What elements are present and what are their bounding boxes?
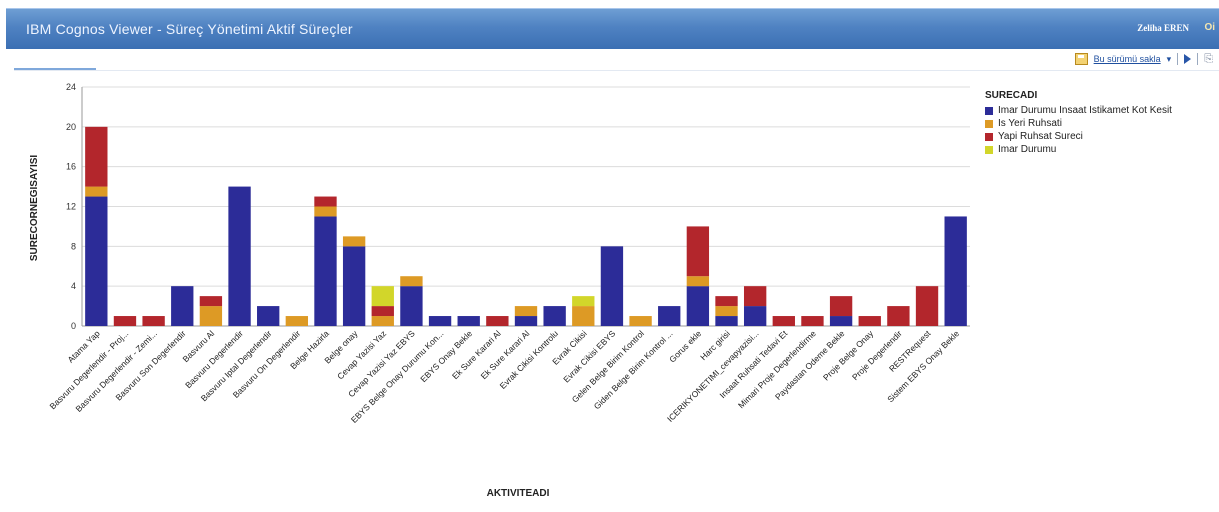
legend-item: Imar Durumu xyxy=(985,143,1172,156)
bar-segment[interactable] xyxy=(142,316,165,326)
legend-swatch xyxy=(985,119,993,128)
bar-segment[interactable] xyxy=(314,216,337,326)
grid-lines xyxy=(82,86,970,327)
bar-segment[interactable] xyxy=(743,286,767,307)
bar-segment[interactable] xyxy=(85,186,108,197)
viewer-toolbar: Bu sürümü sakla ▾ ⎘ xyxy=(1074,51,1213,67)
legend-swatch xyxy=(985,106,993,115)
bar-segment[interactable] xyxy=(371,316,394,326)
bar-segment[interactable] xyxy=(686,286,710,326)
bar-segment[interactable] xyxy=(887,306,910,326)
bar-segment[interactable] xyxy=(113,316,137,326)
legend-label: Yapi Ruhsat Sureci xyxy=(998,131,1083,142)
x-axis-label: AKTIVITEADI xyxy=(487,488,550,499)
toolbar-divider-2 xyxy=(1197,53,1199,65)
y-tick-label: 20 xyxy=(66,122,76,132)
bar-segment[interactable] xyxy=(228,186,251,326)
bar-segment[interactable] xyxy=(257,306,280,326)
legend-item: Imar Durumu Insaat Istikamet Kot Kesit xyxy=(985,104,1172,117)
bar-segment[interactable] xyxy=(715,316,738,326)
attach-icon[interactable]: ⎘ xyxy=(1204,52,1213,65)
save-dropdown-arrow-icon[interactable]: ▾ xyxy=(1166,53,1172,64)
window-title: IBM Cognos Viewer - Süreç Yönetimi Aktif… xyxy=(26,21,353,37)
x-tick-label: Proje Belge Onay xyxy=(821,328,876,383)
y-tick-label: 0 xyxy=(71,321,76,331)
title-bar: IBM Cognos Viewer - Süreç Yönetimi Aktif… xyxy=(6,8,1219,49)
bar-segment[interactable] xyxy=(314,206,337,217)
bar-segment[interactable] xyxy=(371,306,394,317)
y-tick-label: 16 xyxy=(66,162,76,172)
bar-segment[interactable] xyxy=(915,286,939,326)
y-tick-label: 24 xyxy=(66,82,76,92)
bar-segment[interactable] xyxy=(801,316,824,326)
bar-segment[interactable] xyxy=(572,306,595,326)
bar-segment[interactable] xyxy=(715,306,738,317)
bar-segment[interactable] xyxy=(572,296,595,307)
x-tick-label: Cevap Yazisi Yaz xyxy=(335,328,388,381)
bar-segment[interactable] xyxy=(371,286,394,307)
bars xyxy=(85,126,967,326)
tab-separator xyxy=(14,70,1219,71)
bar-segment[interactable] xyxy=(629,316,652,326)
bar-segment[interactable] xyxy=(85,196,108,326)
legend-label: Is Yeri Ruhsati xyxy=(998,118,1062,129)
x-tick-label: Proje Degerlendir xyxy=(850,328,904,382)
bar-segment[interactable] xyxy=(514,306,538,317)
bar-segment[interactable] xyxy=(514,316,538,326)
x-tick-label: EBYS Onay Bekle xyxy=(418,328,474,384)
bar-segment[interactable] xyxy=(829,296,853,317)
active-tab-indicator xyxy=(14,68,96,70)
bar-segment[interactable] xyxy=(314,196,337,207)
bar-segment[interactable] xyxy=(658,306,681,326)
bar-segment[interactable] xyxy=(944,216,967,326)
toolbar-divider xyxy=(1177,53,1179,65)
legend-title: SURECADI xyxy=(985,90,1038,101)
bar-segment[interactable] xyxy=(772,316,795,326)
bar-segment[interactable] xyxy=(199,296,223,307)
bar-segment[interactable] xyxy=(171,286,194,326)
bar-segment[interactable] xyxy=(342,236,366,247)
bar-segment[interactable] xyxy=(543,306,566,326)
bar-segment[interactable] xyxy=(400,286,423,326)
title-more[interactable]: Oi xyxy=(1204,22,1215,33)
bar-segment[interactable] xyxy=(199,306,223,326)
legend-label: Imar Durumu xyxy=(998,144,1057,155)
bar-segment[interactable] xyxy=(85,126,108,187)
y-axis-label: SURECORNEGISAYISI xyxy=(29,155,40,262)
legend-swatch xyxy=(985,145,993,154)
bar-segment[interactable] xyxy=(342,246,366,326)
bar-segment[interactable] xyxy=(715,296,738,307)
legend-label: Imar Durumu Insaat Istikamet Kot Kesit xyxy=(998,105,1172,116)
chart-legend: SURECADI Imar Durumu Insaat Istikamet Ko… xyxy=(985,90,1172,156)
bar-segment[interactable] xyxy=(457,316,480,326)
bar-segment[interactable] xyxy=(829,316,853,326)
legend-swatch xyxy=(985,132,993,141)
y-tick-label: 8 xyxy=(71,241,76,251)
save-version-link[interactable]: Bu sürümü sakla xyxy=(1093,54,1161,64)
bar-segment[interactable] xyxy=(743,306,767,326)
y-tick-label: 4 xyxy=(71,281,76,291)
bar-segment[interactable] xyxy=(400,276,423,287)
bar-segment[interactable] xyxy=(486,316,509,326)
bar-segment[interactable] xyxy=(858,316,881,326)
bar-segment[interactable] xyxy=(686,276,710,287)
legend-item: Is Yeri Ruhsati xyxy=(985,117,1172,130)
save-version-icon[interactable] xyxy=(1074,53,1088,65)
bar-segment[interactable] xyxy=(686,226,710,277)
bar-segment[interactable] xyxy=(428,316,452,326)
bar-segment[interactable] xyxy=(600,246,624,326)
legend-item: Yapi Ruhsat Sureci xyxy=(985,130,1172,143)
run-icon[interactable] xyxy=(1184,54,1192,64)
x-tick-label: Evrak Cikisi EBYS xyxy=(561,328,617,384)
y-tick-label: 12 xyxy=(66,202,76,212)
bar-segment[interactable] xyxy=(285,316,309,326)
user-name[interactable]: Zeliha EREN xyxy=(1137,23,1189,33)
